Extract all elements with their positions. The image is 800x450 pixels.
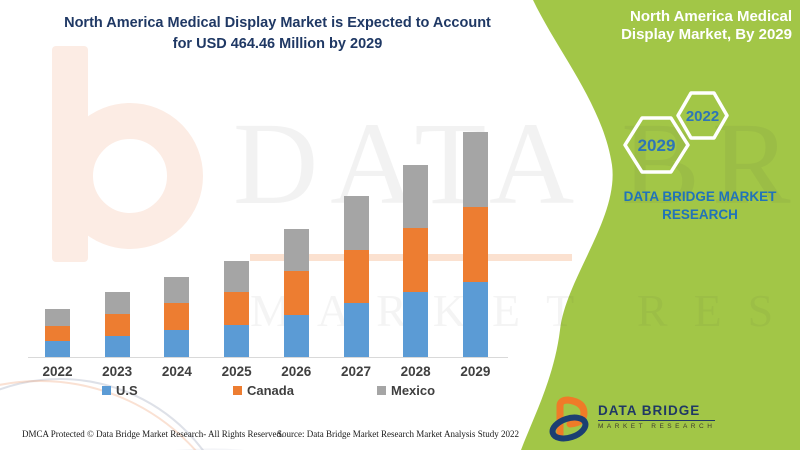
data-bridge-logo: DATA BRIDGE MARKET RESEARCH <box>548 396 748 444</box>
watermark-text-line2: MARKET RESEARCH <box>250 285 800 336</box>
logo-text-block: DATA BRIDGE MARKET RESEARCH <box>598 403 716 430</box>
bar-segment-canada-2025 <box>224 292 250 325</box>
x-axis-label-2023: 2023 <box>102 364 133 379</box>
bar-segment-canada-2024 <box>164 302 190 330</box>
legend-swatch-icon <box>233 386 242 395</box>
bar-segment-canada-2022 <box>45 325 70 341</box>
bar-segment-us-2025 <box>224 324 250 357</box>
bar-segment-mexico-2027 <box>343 195 369 250</box>
bar-segment-us-2029 <box>462 281 488 357</box>
bar-segment-mexico-2022 <box>45 309 70 326</box>
bar-segment-canada-2027 <box>343 249 369 303</box>
chart-title-line2: for USD 464.46 Million by 2029 <box>172 36 383 52</box>
bar-segment-us-2023 <box>104 335 130 357</box>
bar-segment-mexico-2025 <box>224 260 250 293</box>
x-axis-label-2028: 2028 <box>400 364 431 379</box>
bar-segment-mexico-2023 <box>104 292 130 314</box>
legend-swatch-icon <box>377 386 386 395</box>
x-axis-label-2027: 2027 <box>340 364 372 379</box>
side-panel-title: North America Medical Display Market, By… <box>621 8 792 43</box>
bar-segment-canada-2023 <box>104 313 130 336</box>
bar-segment-canada-2026 <box>283 271 309 315</box>
legend-label: Canada <box>247 383 294 398</box>
hexagon-2029-label: 2029 <box>638 136 676 155</box>
hexagon-2022-label: 2022 <box>686 108 719 125</box>
x-axis-label-2026: 2026 <box>281 364 312 379</box>
legend-label: U.S <box>116 383 138 398</box>
bar-segment-us-2027 <box>343 302 369 357</box>
chart-title: North America Medical Display Market is … <box>30 13 525 55</box>
data-bridge-b-icon <box>549 396 589 442</box>
brand-text-line2: RESEARCH <box>662 207 738 222</box>
logo-swoosh-navy-ellipse <box>549 414 589 442</box>
legend-label: Mexico <box>391 383 436 398</box>
x-axis-label-2025: 2025 <box>221 364 252 379</box>
x-axis-line <box>28 357 508 358</box>
brand-text-line1: DATA BRIDGE MARKET <box>623 189 777 204</box>
bar-segment-us-2026 <box>283 314 309 357</box>
bar-segment-us-2022 <box>45 341 70 357</box>
footer-dmca-text: DMCA Protected © Data Bridge Market Rese… <box>22 429 284 439</box>
x-axis-label-2024: 2024 <box>161 364 192 379</box>
bar-segment-canada-2029 <box>462 206 488 282</box>
logo-name: DATA BRIDGE <box>598 403 716 421</box>
bar-segment-us-2024 <box>164 330 190 357</box>
legend-item-us: U.S <box>102 383 138 398</box>
legend-item-canada: Canada <box>233 383 294 398</box>
bar-segment-mexico-2029 <box>462 131 488 207</box>
bar-segment-canada-2028 <box>403 228 429 293</box>
side-panel-brand-text: DATA BRIDGE MARKET RESEARCH <box>605 188 795 224</box>
legend-item-mexico: Mexico <box>377 383 435 398</box>
logo-subtitle: MARKET RESEARCH <box>598 423 716 430</box>
legend-swatch-icon <box>102 386 111 395</box>
bar-segment-mexico-2026 <box>283 228 309 272</box>
year-hexagons: 2022 2029 <box>623 91 729 174</box>
footer-source-text: Source: Data Bridge Market Research Mark… <box>277 429 519 439</box>
bar-segment-mexico-2024 <box>164 276 190 303</box>
bar-segment-us-2028 <box>403 292 429 357</box>
bar-segment-mexico-2028 <box>403 164 429 229</box>
watermark-b-logo-bowl <box>57 103 203 249</box>
x-axis-label-2022: 2022 <box>42 364 73 379</box>
x-axis-label-2029: 2029 <box>460 364 491 379</box>
chart-title-line1: North America Medical Display Market is … <box>64 15 491 31</box>
